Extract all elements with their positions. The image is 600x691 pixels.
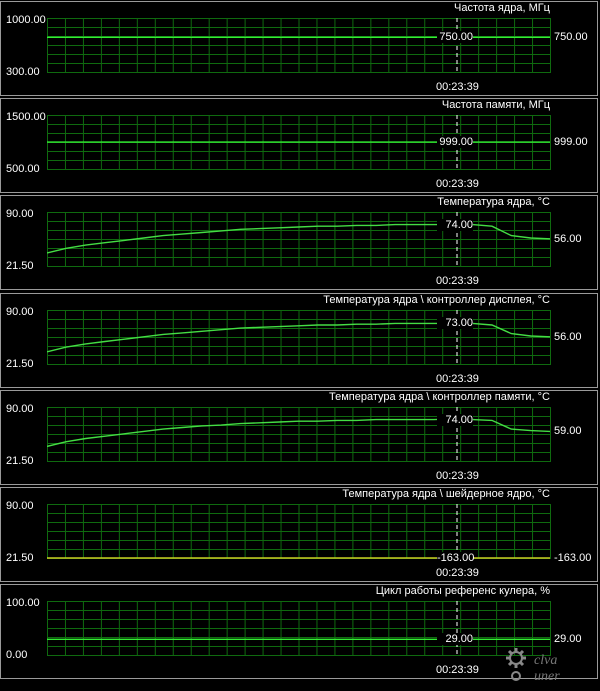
y-axis-max-label: 100.00 bbox=[6, 597, 40, 609]
y-axis-min-label: 21.50 bbox=[6, 552, 34, 564]
graph-title: Частота ядра, МГц bbox=[454, 2, 550, 14]
cursor-value-label: 74.00 bbox=[437, 218, 473, 231]
graph-plot-area bbox=[47, 504, 551, 559]
graph-plot-area bbox=[47, 310, 551, 365]
watermark-logo: clva uner bbox=[504, 646, 596, 691]
current-value-label: 56.00 bbox=[554, 232, 582, 245]
y-axis-min-label: 300.00 bbox=[6, 66, 40, 78]
graph-plot-area bbox=[47, 407, 551, 462]
cursor-value-label: 999.00 bbox=[437, 136, 473, 149]
graph-frame bbox=[0, 390, 598, 485]
cursor-time-label: 00:23:39 bbox=[436, 470, 479, 482]
current-value-label: -163.00 bbox=[554, 552, 592, 564]
cursor-time-label: 00:23:39 bbox=[436, 664, 479, 676]
graph-panel[interactable]: Температура ядра \ шейдерное ядро, °C 90.… bbox=[0, 486, 600, 583]
current-value-label: 59.00 bbox=[554, 425, 582, 438]
cursor-time-label: 00:23:39 bbox=[436, 373, 479, 385]
graph-frame bbox=[0, 1, 598, 96]
graph-panel[interactable]: Частота ядра, МГц 1000.00 300.00 00:23:39 75… bbox=[0, 0, 600, 97]
graph-title: Температура ядра, °C bbox=[437, 196, 550, 208]
current-value-label: 29.00 bbox=[554, 633, 582, 646]
current-value-label: 999.00 bbox=[554, 136, 588, 149]
graph-panel[interactable]: Температура ядра, °C 90.00 21.50 00:23:39 74… bbox=[0, 194, 600, 291]
y-axis-max-label: 90.00 bbox=[6, 208, 34, 220]
svg-text:uner: uner bbox=[534, 669, 560, 684]
cursor-time-label: 00:23:39 bbox=[436, 81, 479, 93]
y-axis-min-label: 21.50 bbox=[6, 358, 34, 370]
graph-plot-area bbox=[47, 115, 551, 170]
y-axis-max-label: 1000.00 bbox=[6, 14, 46, 26]
y-axis-min-label: 21.50 bbox=[6, 260, 34, 272]
graph-panel[interactable]: Температура ядра \ контроллер дисплея, °… bbox=[0, 292, 600, 389]
graph-frame bbox=[0, 584, 598, 679]
current-value-label: 56.00 bbox=[554, 330, 582, 343]
graph-title: Температура ядра \ контроллер дисплея, °… bbox=[323, 294, 550, 306]
cursor-value-label: -163.00 bbox=[437, 552, 475, 564]
y-axis-min-label: 0.00 bbox=[6, 649, 28, 661]
graph-frame bbox=[0, 195, 598, 290]
current-value-label: 750.00 bbox=[554, 31, 588, 44]
graph-frame bbox=[0, 293, 598, 388]
graph-plot-area bbox=[47, 18, 551, 73]
graph-title: Температура ядра \ контроллер памяти, °C bbox=[329, 391, 550, 403]
graph-plot-area bbox=[47, 212, 551, 267]
cursor-time-label: 00:23:39 bbox=[436, 275, 479, 287]
y-axis-max-label: 90.00 bbox=[6, 306, 34, 318]
graph-plot-area bbox=[47, 601, 551, 656]
y-axis-max-label: 90.00 bbox=[6, 403, 34, 415]
y-axis-max-label: 1500.00 bbox=[6, 111, 46, 123]
graph-title: Температура ядра \ шейдерное ядро, °C bbox=[342, 488, 550, 500]
cursor-value-label: 750.00 bbox=[437, 31, 473, 44]
graph-title: Цикл работы референс кулера, % bbox=[375, 585, 550, 597]
graph-title: Частота памяти, МГц bbox=[441, 99, 550, 111]
cursor-value-label: 73.00 bbox=[437, 317, 473, 330]
y-axis-min-label: 21.50 bbox=[6, 455, 34, 467]
cursor-time-label: 00:23:39 bbox=[436, 178, 479, 190]
cursor-value-label: 74.00 bbox=[437, 413, 473, 426]
cursor-time-label: 00:23:39 bbox=[436, 567, 479, 579]
graph-panel[interactable]: Цикл работы референс кулера, % 100.00 0.00… bbox=[0, 583, 600, 680]
graph-panel[interactable]: Температура ядра \ контроллер памяти, °C… bbox=[0, 389, 600, 486]
graph-frame bbox=[0, 98, 598, 193]
cursor-value-label: 29.00 bbox=[437, 633, 473, 646]
y-axis-min-label: 500.00 bbox=[6, 163, 40, 175]
y-axis-max-label: 90.00 bbox=[6, 500, 34, 512]
gear-icon: clva uner bbox=[506, 648, 560, 684]
graph-panel[interactable]: Частота памяти, МГц 1500.00 500.00 00:23:39… bbox=[0, 97, 600, 194]
svg-text:clva: clva bbox=[534, 653, 557, 668]
graph-frame bbox=[0, 487, 598, 582]
